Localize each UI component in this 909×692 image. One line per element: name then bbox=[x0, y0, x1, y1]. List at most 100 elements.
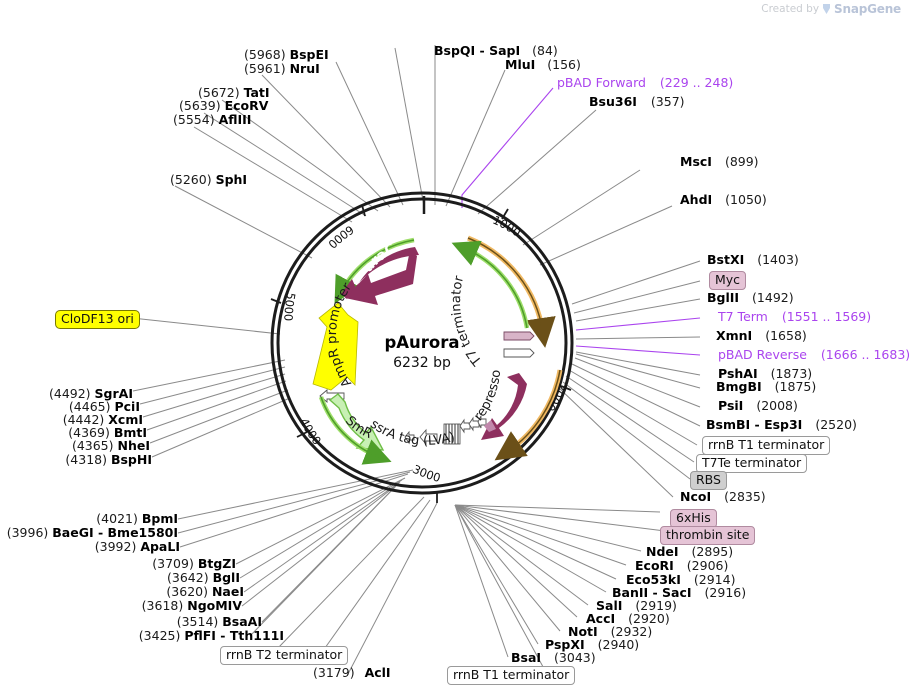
label-enzyme: BglII bbox=[707, 290, 740, 305]
label-baegi-bme1580i[interactable]: (3996) BaeGI - Bme1580I bbox=[0, 526, 178, 540]
tag-rrnb-t1-terminator-right[interactable]: rrnB T1 terminator bbox=[702, 436, 831, 455]
label-enzyme: SalI bbox=[596, 598, 623, 613]
label-btgzi[interactable]: (3709) BtgZI bbox=[0, 557, 236, 571]
label-ahdi[interactable]: AhdI (1050) bbox=[680, 193, 767, 207]
label-ecori[interactable]: EcoRI (2906) bbox=[635, 559, 728, 573]
label-position: (2008) bbox=[756, 398, 798, 413]
label-psii[interactable]: PsiI (2008) bbox=[718, 399, 798, 413]
snapgene-watermark: Created by SnapGene bbox=[761, 2, 901, 16]
label-ndei[interactable]: NdeI (2895) bbox=[646, 545, 733, 559]
label-nrui[interactable]: (5961) NruI bbox=[244, 62, 320, 76]
label-naei[interactable]: (3620) NaeI bbox=[0, 585, 244, 599]
label-pbad-reverse[interactable]: pBAD Reverse (1666 .. 1683) bbox=[718, 348, 909, 362]
tick-label: 6000 bbox=[325, 223, 356, 252]
label-position: (2906) bbox=[686, 558, 729, 573]
tag-t7te-terminator[interactable]: T7Te terminator bbox=[696, 454, 808, 473]
label-tati[interactable]: (5672) TatI bbox=[198, 86, 270, 100]
label-afliii[interactable]: (5554) AflIII bbox=[173, 113, 251, 127]
label-enzyme: pBAD Forward bbox=[557, 75, 646, 90]
label-pbad-forward[interactable]: pBAD Forward (229 .. 248) bbox=[557, 76, 733, 90]
label-enzyme: AclI bbox=[364, 665, 391, 680]
label-position: (5968) bbox=[244, 47, 286, 62]
watermark-brand: SnapGene bbox=[834, 2, 901, 16]
label-acli[interactable]: (3179) AclI bbox=[313, 666, 391, 680]
label-ngomiv[interactable]: (3618) NgoMIV bbox=[0, 599, 242, 613]
label-eco53ki[interactable]: Eco53kI (2914) bbox=[626, 573, 735, 587]
label-bsu36i[interactable]: Bsu36I (357) bbox=[589, 95, 685, 109]
leader-lines-top-right bbox=[434, 45, 673, 266]
label-position: (5554) bbox=[173, 112, 215, 127]
label-noti[interactable]: NotI (2932) bbox=[568, 625, 652, 639]
label-position: (3996) bbox=[6, 525, 49, 540]
tag-myc[interactable]: Myc bbox=[709, 271, 747, 290]
label-position: (1666 .. 1683) bbox=[820, 347, 909, 362]
label-enzyme: BmgBI bbox=[716, 379, 762, 394]
label-enzyme: BmtI bbox=[113, 425, 147, 440]
label-enzyme: PshAI bbox=[718, 366, 758, 381]
watermark-prefix: Created by bbox=[761, 3, 820, 15]
leader-line-pbad-forward bbox=[461, 87, 554, 208]
label-enzyme: T7 Term bbox=[718, 309, 768, 324]
label-nhei[interactable]: (4365) NheI bbox=[0, 439, 150, 453]
tick-label: 5000 bbox=[281, 291, 298, 321]
label-bgli[interactable]: (3642) BglI bbox=[0, 571, 240, 585]
tag-rbs[interactable]: RBS bbox=[690, 471, 727, 490]
label-banii-saci[interactable]: BanII - SacI (2916) bbox=[612, 586, 746, 600]
label-position: (357) bbox=[650, 94, 685, 109]
label-enzyme: MluI bbox=[505, 57, 536, 72]
label-pcii[interactable]: (4465) PciI bbox=[0, 400, 140, 414]
tag-rrnb-t2-terminator[interactable]: rrnB T2 terminator bbox=[220, 646, 349, 665]
label-bstxi[interactable]: BstXI (1403) bbox=[707, 253, 799, 267]
label-bmti[interactable]: (4369) BmtI bbox=[0, 426, 147, 440]
feature-arrow-ampr-promoter bbox=[312, 302, 359, 391]
label-pflfi-tth111i[interactable]: (3425) PflFI - Tth111I bbox=[0, 629, 284, 643]
label-position: (3043) bbox=[554, 650, 596, 665]
label-bmgbi[interactable]: BmgBI (1875) bbox=[716, 380, 816, 394]
label-pshai[interactable]: PshAI (1873) bbox=[718, 367, 812, 381]
label-pspxi[interactable]: PspXI (2940) bbox=[545, 638, 639, 652]
plasmid-size: 6232 bp bbox=[393, 355, 451, 371]
label-sphi[interactable]: (5260) SphI bbox=[170, 173, 247, 187]
label-enzyme: PsiI bbox=[718, 398, 744, 413]
svg-text:ssrA tag (LVA): ssrA tag (LVA) bbox=[367, 417, 457, 449]
label-enzyme: BtgZI bbox=[197, 556, 236, 571]
label-enzyme: BsaAI bbox=[222, 614, 262, 629]
label-bspqi-sapi[interactable]: BspQI - SapI (84) bbox=[434, 44, 558, 58]
label-position: (2920) bbox=[628, 611, 670, 626]
label-position: (3425) bbox=[138, 628, 181, 643]
label-sali[interactable]: SalI (2919) bbox=[596, 599, 677, 613]
label-bsphi[interactable]: (4318) BspHI bbox=[0, 453, 152, 467]
label-ecorv[interactable]: (5639) EcoRV bbox=[179, 99, 268, 113]
label-enzyme: ApaLI bbox=[140, 539, 180, 554]
label-xcmi[interactable]: (4442) XcmI bbox=[0, 413, 143, 427]
label-acci[interactable]: AccI (2920) bbox=[586, 612, 670, 626]
label-enzyme: NotI bbox=[568, 624, 598, 639]
tag-clodf13-ori[interactable]: CloDF13 ori bbox=[55, 310, 140, 329]
tag-thrombin-site[interactable]: thrombin site bbox=[660, 526, 756, 545]
label-sgrai[interactable]: (4492) SgrAI bbox=[0, 387, 133, 401]
label-apali[interactable]: (3992) ApaLI bbox=[0, 540, 180, 554]
label-ncoi[interactable]: NcoI (2835) bbox=[680, 490, 766, 504]
label-enzyme: AflIII bbox=[218, 112, 252, 127]
label-enzyme: XcmI bbox=[108, 412, 143, 427]
tag-6xhis[interactable]: 6xHis bbox=[670, 509, 717, 528]
label-t7-term[interactable]: T7 Term (1551 .. 1569) bbox=[718, 310, 871, 324]
label-xmni[interactable]: XmnI (1658) bbox=[716, 329, 807, 343]
label-mlui[interactable]: MluI (156) bbox=[505, 58, 581, 72]
label-enzyme: BspEI bbox=[289, 47, 329, 62]
label-msci[interactable]: MscI (899) bbox=[680, 155, 759, 169]
label-bsaai[interactable]: (3514) BsaAI bbox=[0, 615, 262, 629]
label-bspei[interactable]: (5968) BspEI bbox=[244, 48, 329, 62]
label-bsmbi-esp3i[interactable]: BsmBI - Esp3I (2520) bbox=[706, 418, 857, 432]
label-enzyme: BpmI bbox=[141, 511, 178, 526]
leader-lines-lower-right bbox=[454, 504, 674, 677]
feature-arc-green-upper-right-core bbox=[463, 247, 528, 329]
feature-arc-orange-upper-right bbox=[467, 235, 556, 348]
tag-rrnb-t1-terminator-bottom[interactable]: rrnB T1 terminator bbox=[447, 666, 576, 685]
leader-lines-top-left bbox=[174, 47, 425, 259]
label-position: (1658) bbox=[765, 328, 807, 343]
label-bsai[interactable]: BsaI (3043) bbox=[511, 651, 596, 665]
label-bpmi[interactable]: (4021) BpmI bbox=[0, 512, 178, 526]
label-bglii[interactable]: BglII (1492) bbox=[707, 291, 794, 305]
